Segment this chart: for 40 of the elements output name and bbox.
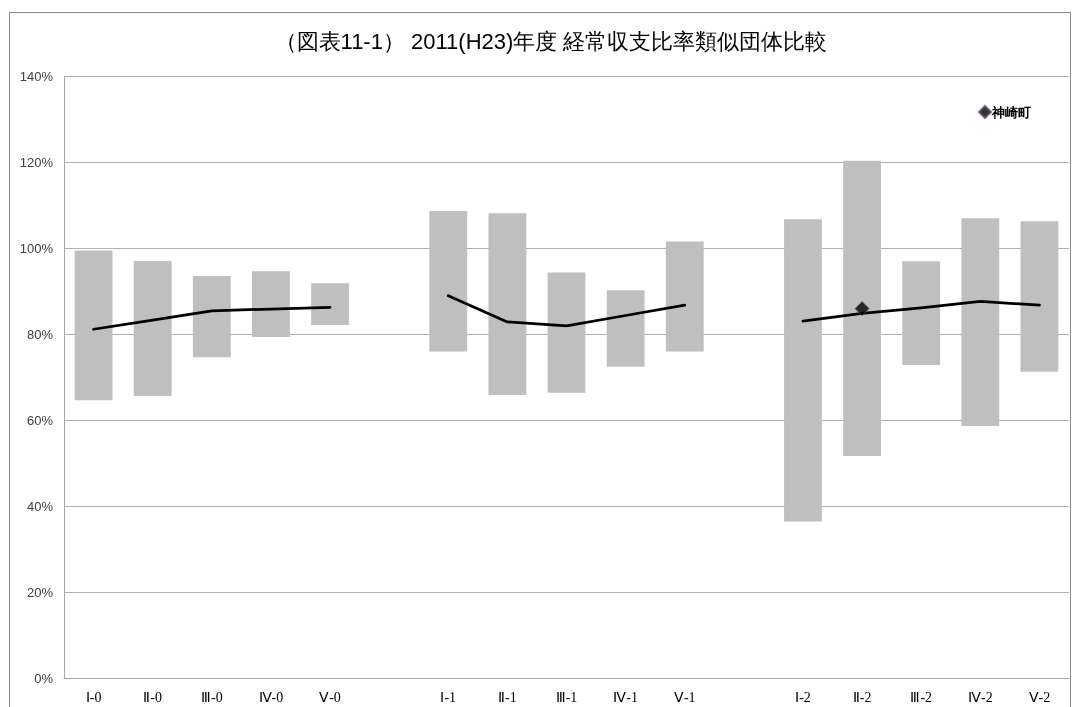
bar (902, 261, 941, 365)
x-tick-label: Ⅱ-0 (143, 689, 163, 705)
x-tick-label: Ⅱ-2 (852, 689, 872, 705)
y-tick-label: 100% (19, 240, 54, 256)
x-tick-label: Ⅳ-1 (613, 689, 638, 705)
x-tick-label: Ⅰ-0 (85, 689, 102, 705)
y-tick-label: 40% (26, 498, 54, 514)
bar (606, 290, 645, 367)
x-tick-label: Ⅳ-0 (258, 689, 284, 705)
x-tick-label: Ⅳ-2 (967, 689, 993, 705)
legend-label: 神崎町 (991, 104, 1031, 120)
y-tick-label: 20% (26, 584, 54, 600)
bar (784, 219, 822, 522)
bar (843, 160, 882, 457)
x-tick-label: Ⅲ-1 (555, 689, 578, 705)
bar (488, 213, 527, 396)
x-tick-label: Ⅰ-1 (440, 689, 457, 705)
bar (961, 218, 1000, 426)
y-tick-label: 140% (19, 69, 54, 84)
y-tick-label: 80% (26, 326, 54, 342)
y-tick-label: 0% (34, 670, 54, 686)
y-tick-label: 120% (19, 154, 54, 170)
x-tick-label: Ⅰ-2 (795, 689, 811, 705)
y-tick-label: 60% (26, 412, 54, 428)
bar (133, 260, 172, 396)
x-tick-label: Ⅱ-1 (498, 689, 517, 705)
x-tick-label: Ⅲ-0 (200, 689, 223, 705)
bar (665, 241, 704, 352)
bar (1020, 221, 1059, 372)
bar (192, 275, 231, 358)
x-tick-label: Ⅴ-1 (673, 689, 696, 705)
bar (311, 283, 349, 325)
x-tick-label: Ⅴ-0 (319, 689, 341, 705)
bar (547, 272, 586, 393)
x-tick-label: Ⅲ-2 (910, 689, 933, 705)
x-tick-label: Ⅴ-2 (1028, 689, 1051, 705)
bar (74, 250, 113, 401)
bar (251, 271, 290, 337)
bar (429, 211, 468, 352)
chart-title: （図表11-1） 2011(H23)年度 経常収支比率類似団体比較 (274, 28, 828, 54)
